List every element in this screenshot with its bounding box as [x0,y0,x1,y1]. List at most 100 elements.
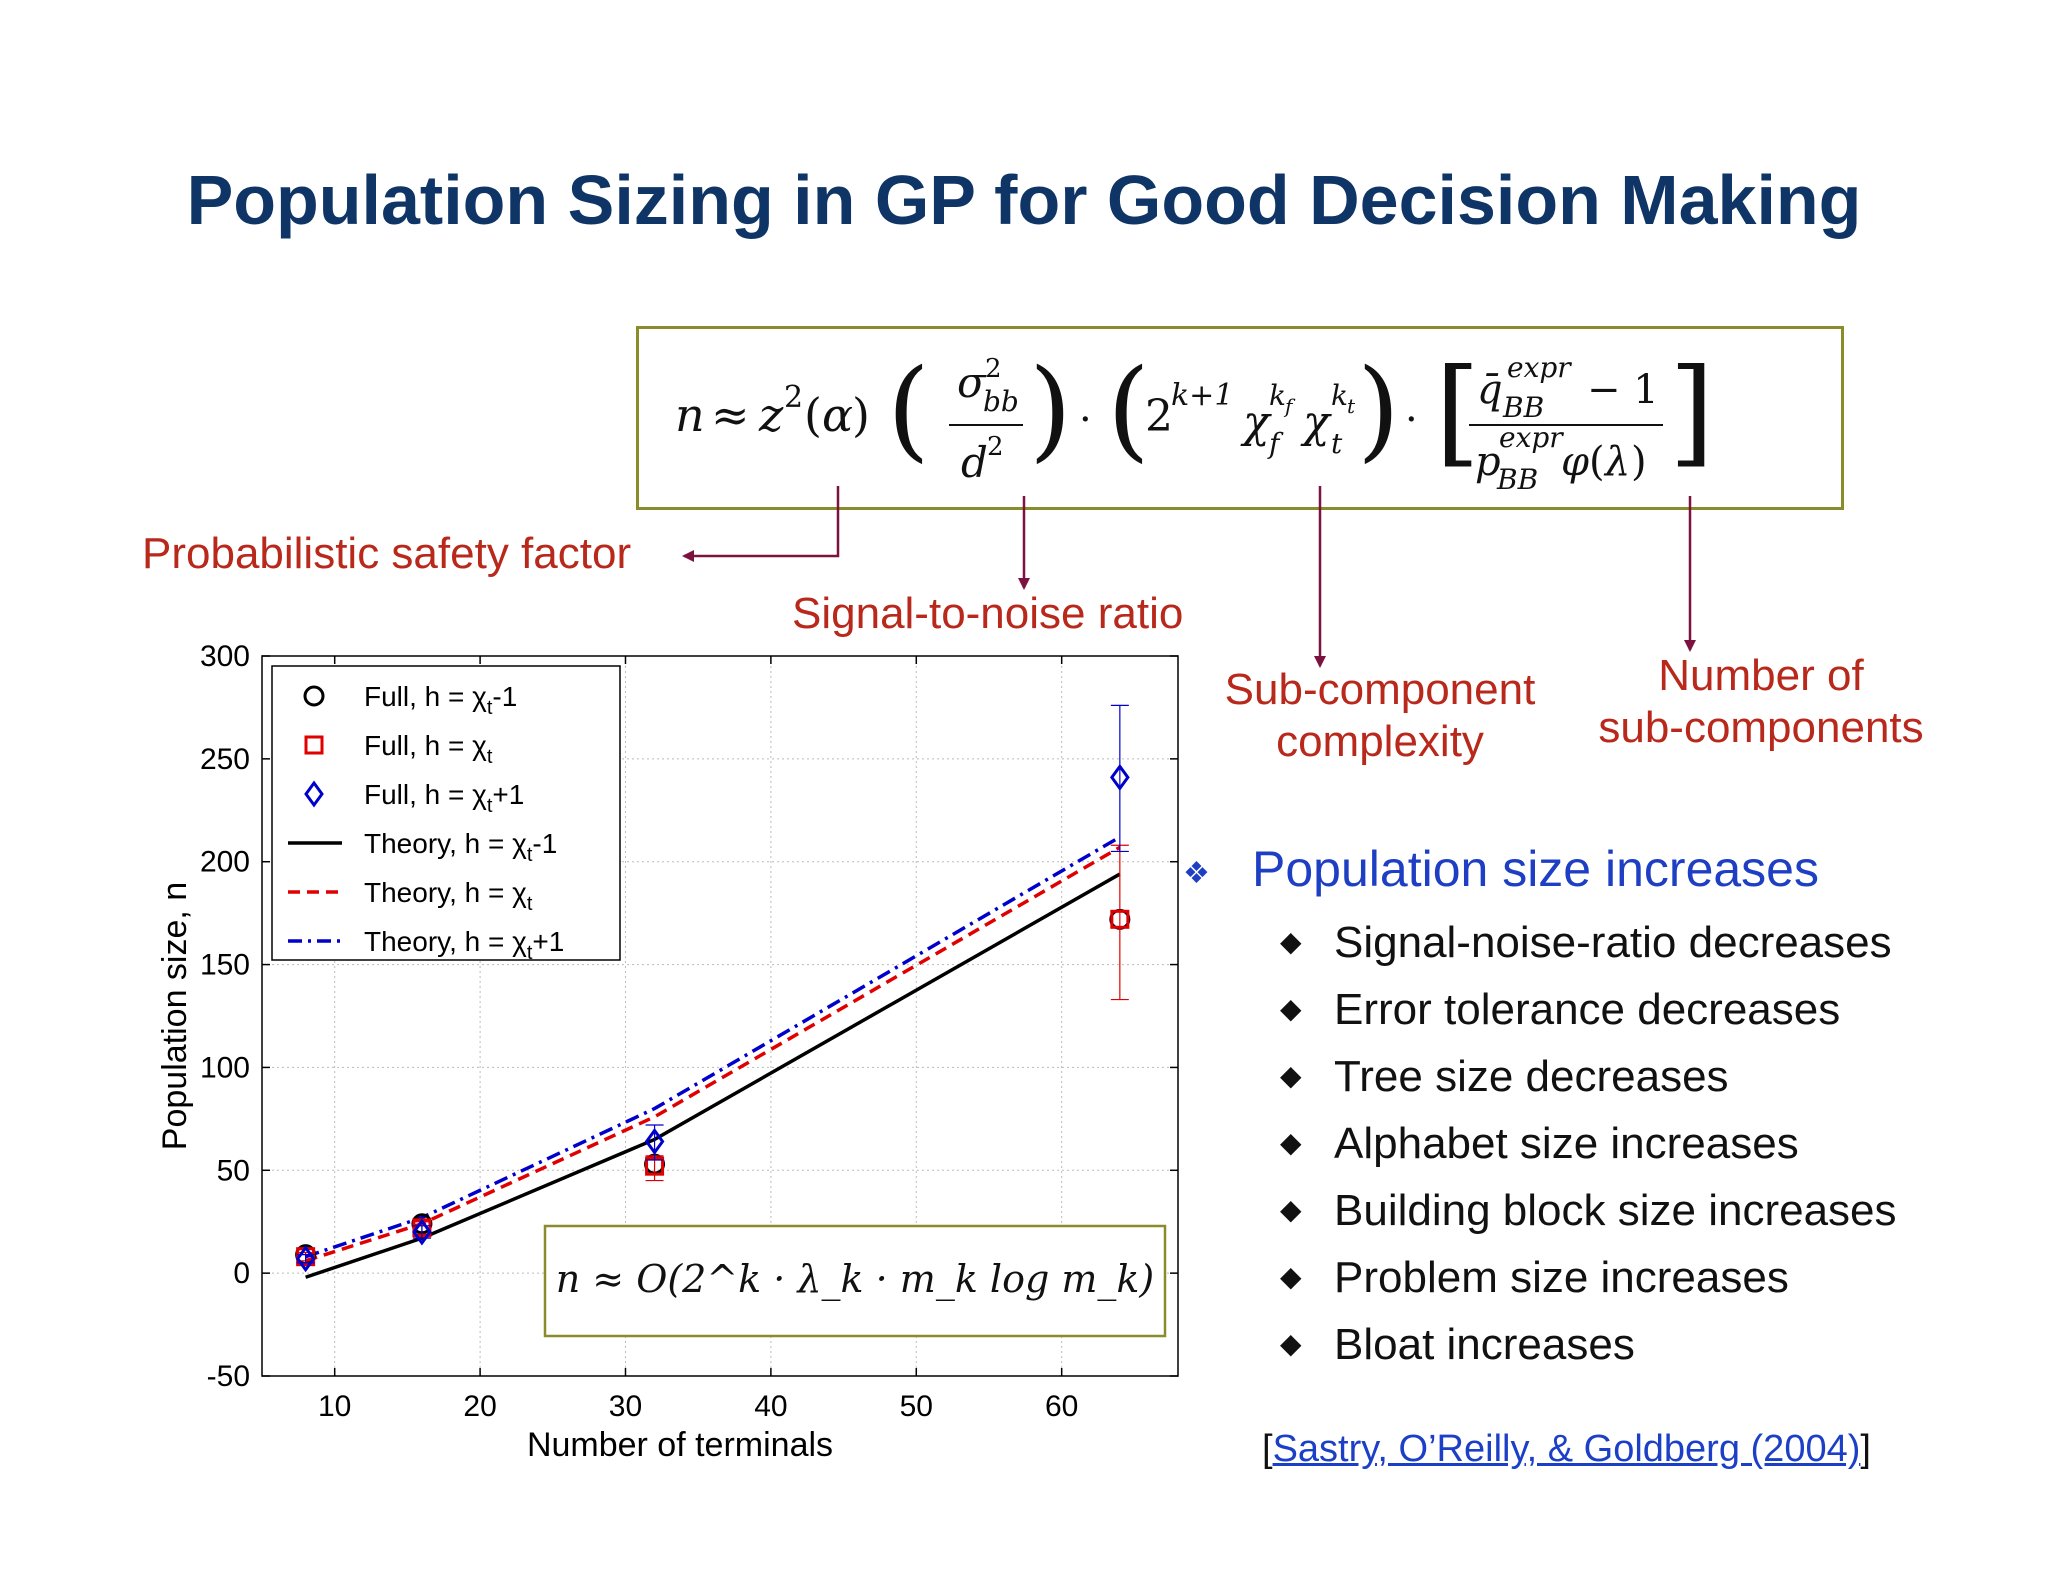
svg-text:2: 2 [1145,391,1173,442]
svg-text:p: p [1475,439,1501,485]
diamond-bullet-icon: ◆ [1280,1126,1302,1158]
y-tick-label: 150 [200,949,250,982]
x-tick-label: 60 [1045,1390,1078,1423]
svg-text:]: ] [1669,344,1714,479]
svg-text:bb: bb [983,385,1019,418]
svg-text:χ: χ [1240,397,1272,448]
annotation-safety-factor: Probabilistic safety factor [142,529,632,578]
reference-close-bracket: ] [1860,1428,1871,1470]
legend-label: Theory, h = χt+1 [364,926,564,964]
sizing-equation: n ≈ z 2 ( α ) ( σ 2 bb d 2 ) · ( 2 k+1 χ… [636,326,1844,510]
y-tick-label: -50 [207,1360,250,1393]
diamond-marker [412,1218,432,1246]
svg-text:d: d [961,438,988,487]
diamond-bullet-icon: ◆ [1280,925,1302,957]
annotation-number-of-subcomponents: Number of sub-components [1584,650,1938,754]
x-tick-label: 30 [609,1390,642,1423]
diamond-bullet-icon: ◆ [1280,1059,1302,1091]
svg-text:2: 2 [985,354,1002,384]
svg-text:n: n [675,388,705,442]
svg-text:q̄: q̄ [1477,367,1503,413]
circle-marker [303,685,325,707]
svg-text:≈: ≈ [711,388,750,442]
reference-citation: [Sastry, O’Reilly, & Goldberg (2004)] [1262,1428,1871,1471]
y-tick-label: 50 [217,1154,250,1187]
x-tick-label: 50 [900,1390,933,1423]
inset-formula-text: n ≈ O(2^k · λ_k · m_k log m_k) [556,1257,1155,1302]
y-tick-label: 300 [200,640,250,673]
square-marker [1110,909,1130,929]
svg-text:− 1: − 1 [1587,367,1659,413]
diamond-marker [1109,763,1130,791]
bullet-sub-item: ◆ Tree size decreases [1280,1052,1729,1102]
bullet-sub-text: Tree size decreases [1334,1052,1729,1101]
annotation-complexity-line1: Sub-component [1224,665,1536,714]
svg-text:): ) [1029,345,1072,473]
bullet-sub-item: ◆ Error tolerance decreases [1280,985,1840,1035]
bullet-sub-item: ◆ Alphabet size increases [1280,1119,1799,1169]
svg-text:2: 2 [987,432,1004,462]
diamond-bullet-icon: ◆ [1280,1327,1302,1359]
svg-text:σ: σ [957,358,987,407]
svg-text:k: k [1331,379,1348,412]
svg-text:k+1: k+1 [1171,378,1233,413]
y-tick-label: 200 [200,846,250,879]
x-axis-label: Number of terminals [527,1426,833,1464]
legend-label: Full, h = χt+1 [364,779,524,817]
y-tick-label: 100 [200,1051,250,1084]
annotation-subcomponent-complexity: Sub-component complexity [1198,664,1562,768]
svg-text:): ) [852,388,870,442]
bullet-sub-text: Error tolerance decreases [1334,985,1841,1034]
chart-legend: Full, h = χt-1 Full, h = χt Full, h = χt+1… [271,665,621,964]
svg-text:BB: BB [1496,463,1538,496]
svg-text:(: ( [887,345,930,473]
diamond-marker [644,1127,665,1156]
y-tick-label: 250 [200,743,250,776]
reference-link[interactable]: Sastry, O’Reilly, & Goldberg (2004) [1272,1428,1861,1470]
page-title: Population Sizing in GP for Good Decisio… [186,161,1862,239]
svg-text:expr: expr [1507,351,1572,384]
theory-line [305,872,1121,1279]
annotation-complexity-line2: complexity [1276,717,1484,766]
bullet-sub-item: ◆ Problem size increases [1280,1253,1789,1303]
svg-text:χ: χ [1300,397,1332,448]
plot-frame [261,655,1179,1377]
bullet-main-icon: ❖ [1183,857,1210,890]
bullet-sub-item: ◆ Bloat increases [1280,1320,1635,1370]
bullet-sub-text: Alphabet size increases [1334,1119,1799,1168]
svg-text:expr: expr [1499,421,1564,454]
y-tick-label: 0 [233,1257,250,1290]
svg-text:(: ( [804,388,822,442]
theory-line [305,845,1121,1263]
svg-text:λ: λ [1603,439,1630,485]
svg-text:(: ( [1107,345,1150,473]
svg-text:φ: φ [1561,439,1589,485]
legend-box [271,665,621,961]
reference-open-bracket: [ [1262,1428,1273,1470]
svg-text:): ) [1357,345,1400,473]
svg-text:2: 2 [784,380,803,415]
diamond-bullet-icon: ◆ [1280,1193,1302,1225]
svg-text:α: α [822,388,853,442]
population-size-chart: 10 20 30 40 50 60 -50 0 50 100 150 200 250 300 Number … [156,640,1179,1464]
bullet-sub-text: Bloat increases [1334,1320,1635,1369]
legend-label: Theory, h = χt [364,877,533,915]
svg-text:·: · [1079,397,1092,443]
annotation-number-line2: sub-components [1598,703,1924,752]
x-tick-label: 40 [754,1390,787,1423]
svg-text:BB: BB [1502,391,1544,424]
annotation-number-line1: Number of [1658,651,1864,700]
bullet-sub-text: Signal-noise-ratio decreases [1334,918,1892,967]
inset-formula-box [543,1224,1167,1338]
inset-formula: n ≈ O(2^k · λ_k · m_k log m_k) [543,1224,1167,1338]
svg-text:[: [ [1435,344,1480,479]
svg-text:t: t [1331,427,1343,460]
legend-label: Theory, h = χt-1 [364,828,557,866]
bullet-sub-item: ◆ Building block size increases [1280,1186,1897,1236]
bullet-sub-text: Problem size increases [1334,1253,1789,1302]
square-marker [304,735,324,755]
x-tick-label: 10 [318,1390,351,1423]
svg-text:·: · [1405,397,1418,443]
diamond-marker [304,780,324,808]
bullet-sub-text: Building block size increases [1334,1186,1897,1235]
